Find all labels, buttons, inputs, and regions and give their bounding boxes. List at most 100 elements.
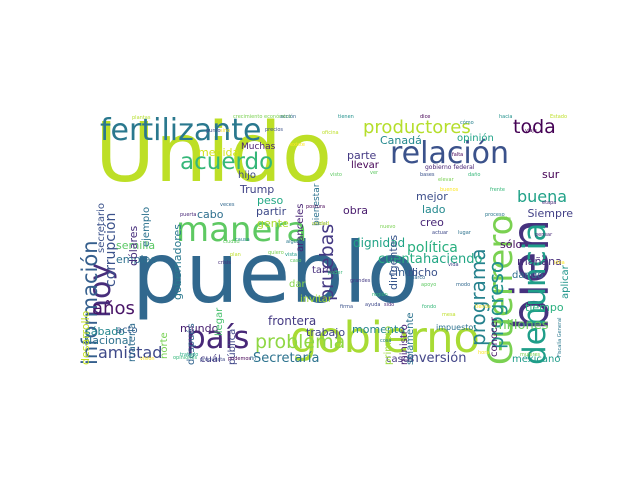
- word: bases: [420, 172, 435, 178]
- word: frontera: [268, 314, 317, 328]
- word: pueblo: [132, 224, 419, 322]
- word: mujeres: [520, 352, 541, 358]
- word: conocer: [489, 317, 500, 357]
- word: buenos: [440, 187, 459, 193]
- word: hora: [478, 350, 490, 356]
- word: crecimiento económico: [233, 114, 292, 120]
- word: hijo: [238, 170, 257, 181]
- word: toda: [513, 116, 556, 138]
- word: Canadá: [380, 134, 422, 147]
- word: problema: [255, 331, 346, 353]
- word: peso: [257, 194, 284, 207]
- word: cabo: [197, 208, 224, 221]
- word: tarde: [312, 265, 339, 276]
- word: puerta: [180, 212, 197, 218]
- word: partir: [256, 205, 287, 218]
- word: semilla: [116, 239, 156, 252]
- word: dignidad: [353, 236, 406, 250]
- word: sino: [220, 128, 231, 134]
- word: trabajo: [306, 326, 346, 339]
- word: causa: [235, 237, 250, 243]
- word: social: [313, 221, 328, 227]
- word: veces: [220, 202, 235, 208]
- word: secretario: [96, 203, 107, 253]
- word: dólares: [127, 225, 140, 266]
- word: frente: [490, 187, 505, 193]
- word: acto: [116, 325, 138, 336]
- word: impuesto: [436, 323, 474, 332]
- word: podemos: [228, 356, 252, 362]
- word: quiero: [268, 250, 284, 256]
- word: falta: [452, 152, 464, 158]
- word: visto: [330, 172, 342, 178]
- word: idea: [554, 260, 565, 266]
- word: dicho: [408, 266, 438, 279]
- word: lugar: [458, 230, 471, 236]
- word: relación: [390, 136, 510, 171]
- word: alguna: [286, 239, 304, 245]
- word: nuevo: [380, 224, 396, 230]
- word: viaje: [525, 128, 537, 134]
- word: obra: [343, 204, 368, 217]
- word: Siempre: [527, 207, 573, 220]
- word: creo: [420, 216, 444, 229]
- word: Secretaría: [253, 351, 320, 365]
- word: norte: [159, 332, 170, 359]
- word: apoyo: [421, 282, 437, 288]
- word: buena: [517, 187, 568, 206]
- word: sido: [384, 302, 395, 308]
- word: medida: [198, 146, 240, 159]
- word: grandes: [350, 278, 371, 284]
- word: etapa: [542, 200, 557, 206]
- word: Trump: [240, 183, 275, 196]
- word: gobernadores: [171, 224, 184, 300]
- word: Nacional: [84, 334, 132, 347]
- word: acuerdo: [180, 149, 274, 175]
- word: vida: [448, 262, 459, 268]
- word: plantas: [132, 115, 151, 121]
- word: pruebas: [316, 223, 338, 301]
- word: opiniones: [173, 355, 198, 361]
- word: política: [407, 240, 458, 256]
- word: hacia: [499, 114, 513, 120]
- word: mesa: [442, 312, 456, 318]
- word: proceso: [485, 212, 505, 218]
- word: mejor: [416, 190, 448, 203]
- word: empleo: [116, 253, 158, 266]
- word: postura: [306, 204, 326, 210]
- word: firma: [340, 304, 354, 310]
- word: mundo: [180, 322, 219, 335]
- word: Muchas: [241, 142, 276, 152]
- word: millones: [494, 318, 549, 333]
- word: manera: [176, 210, 308, 250]
- word: Marco: [410, 275, 426, 281]
- word: precios: [265, 127, 283, 133]
- word: daño: [468, 172, 481, 178]
- word: mexicano: [512, 354, 561, 365]
- word: elevar: [438, 177, 454, 183]
- word: tratado: [180, 352, 199, 358]
- word: revisar: [520, 322, 538, 328]
- word: ejemplo: [141, 206, 152, 247]
- word: Fiscalía General: [557, 317, 563, 357]
- word: amistad: [98, 343, 163, 362]
- word: cosa: [380, 338, 392, 344]
- word: sur: [542, 168, 560, 181]
- word: gobierno: [290, 313, 480, 363]
- word: dirigentes: [387, 234, 400, 290]
- word: gente: [257, 217, 289, 230]
- word: casos: [386, 354, 415, 365]
- word: ministro: [399, 324, 410, 365]
- word: existe: [290, 142, 305, 148]
- word: Unido: [95, 113, 332, 201]
- word: crisis: [218, 260, 231, 266]
- word: poder: [328, 270, 343, 276]
- word: pensar: [535, 232, 553, 238]
- word: caso: [290, 258, 302, 264]
- word: unidad: [312, 221, 330, 227]
- word: desarrollo: [80, 310, 92, 365]
- word: meta: [498, 216, 511, 222]
- word: cuenta: [378, 252, 423, 267]
- word: vista: [285, 252, 297, 258]
- word: ciudad: [223, 239, 240, 245]
